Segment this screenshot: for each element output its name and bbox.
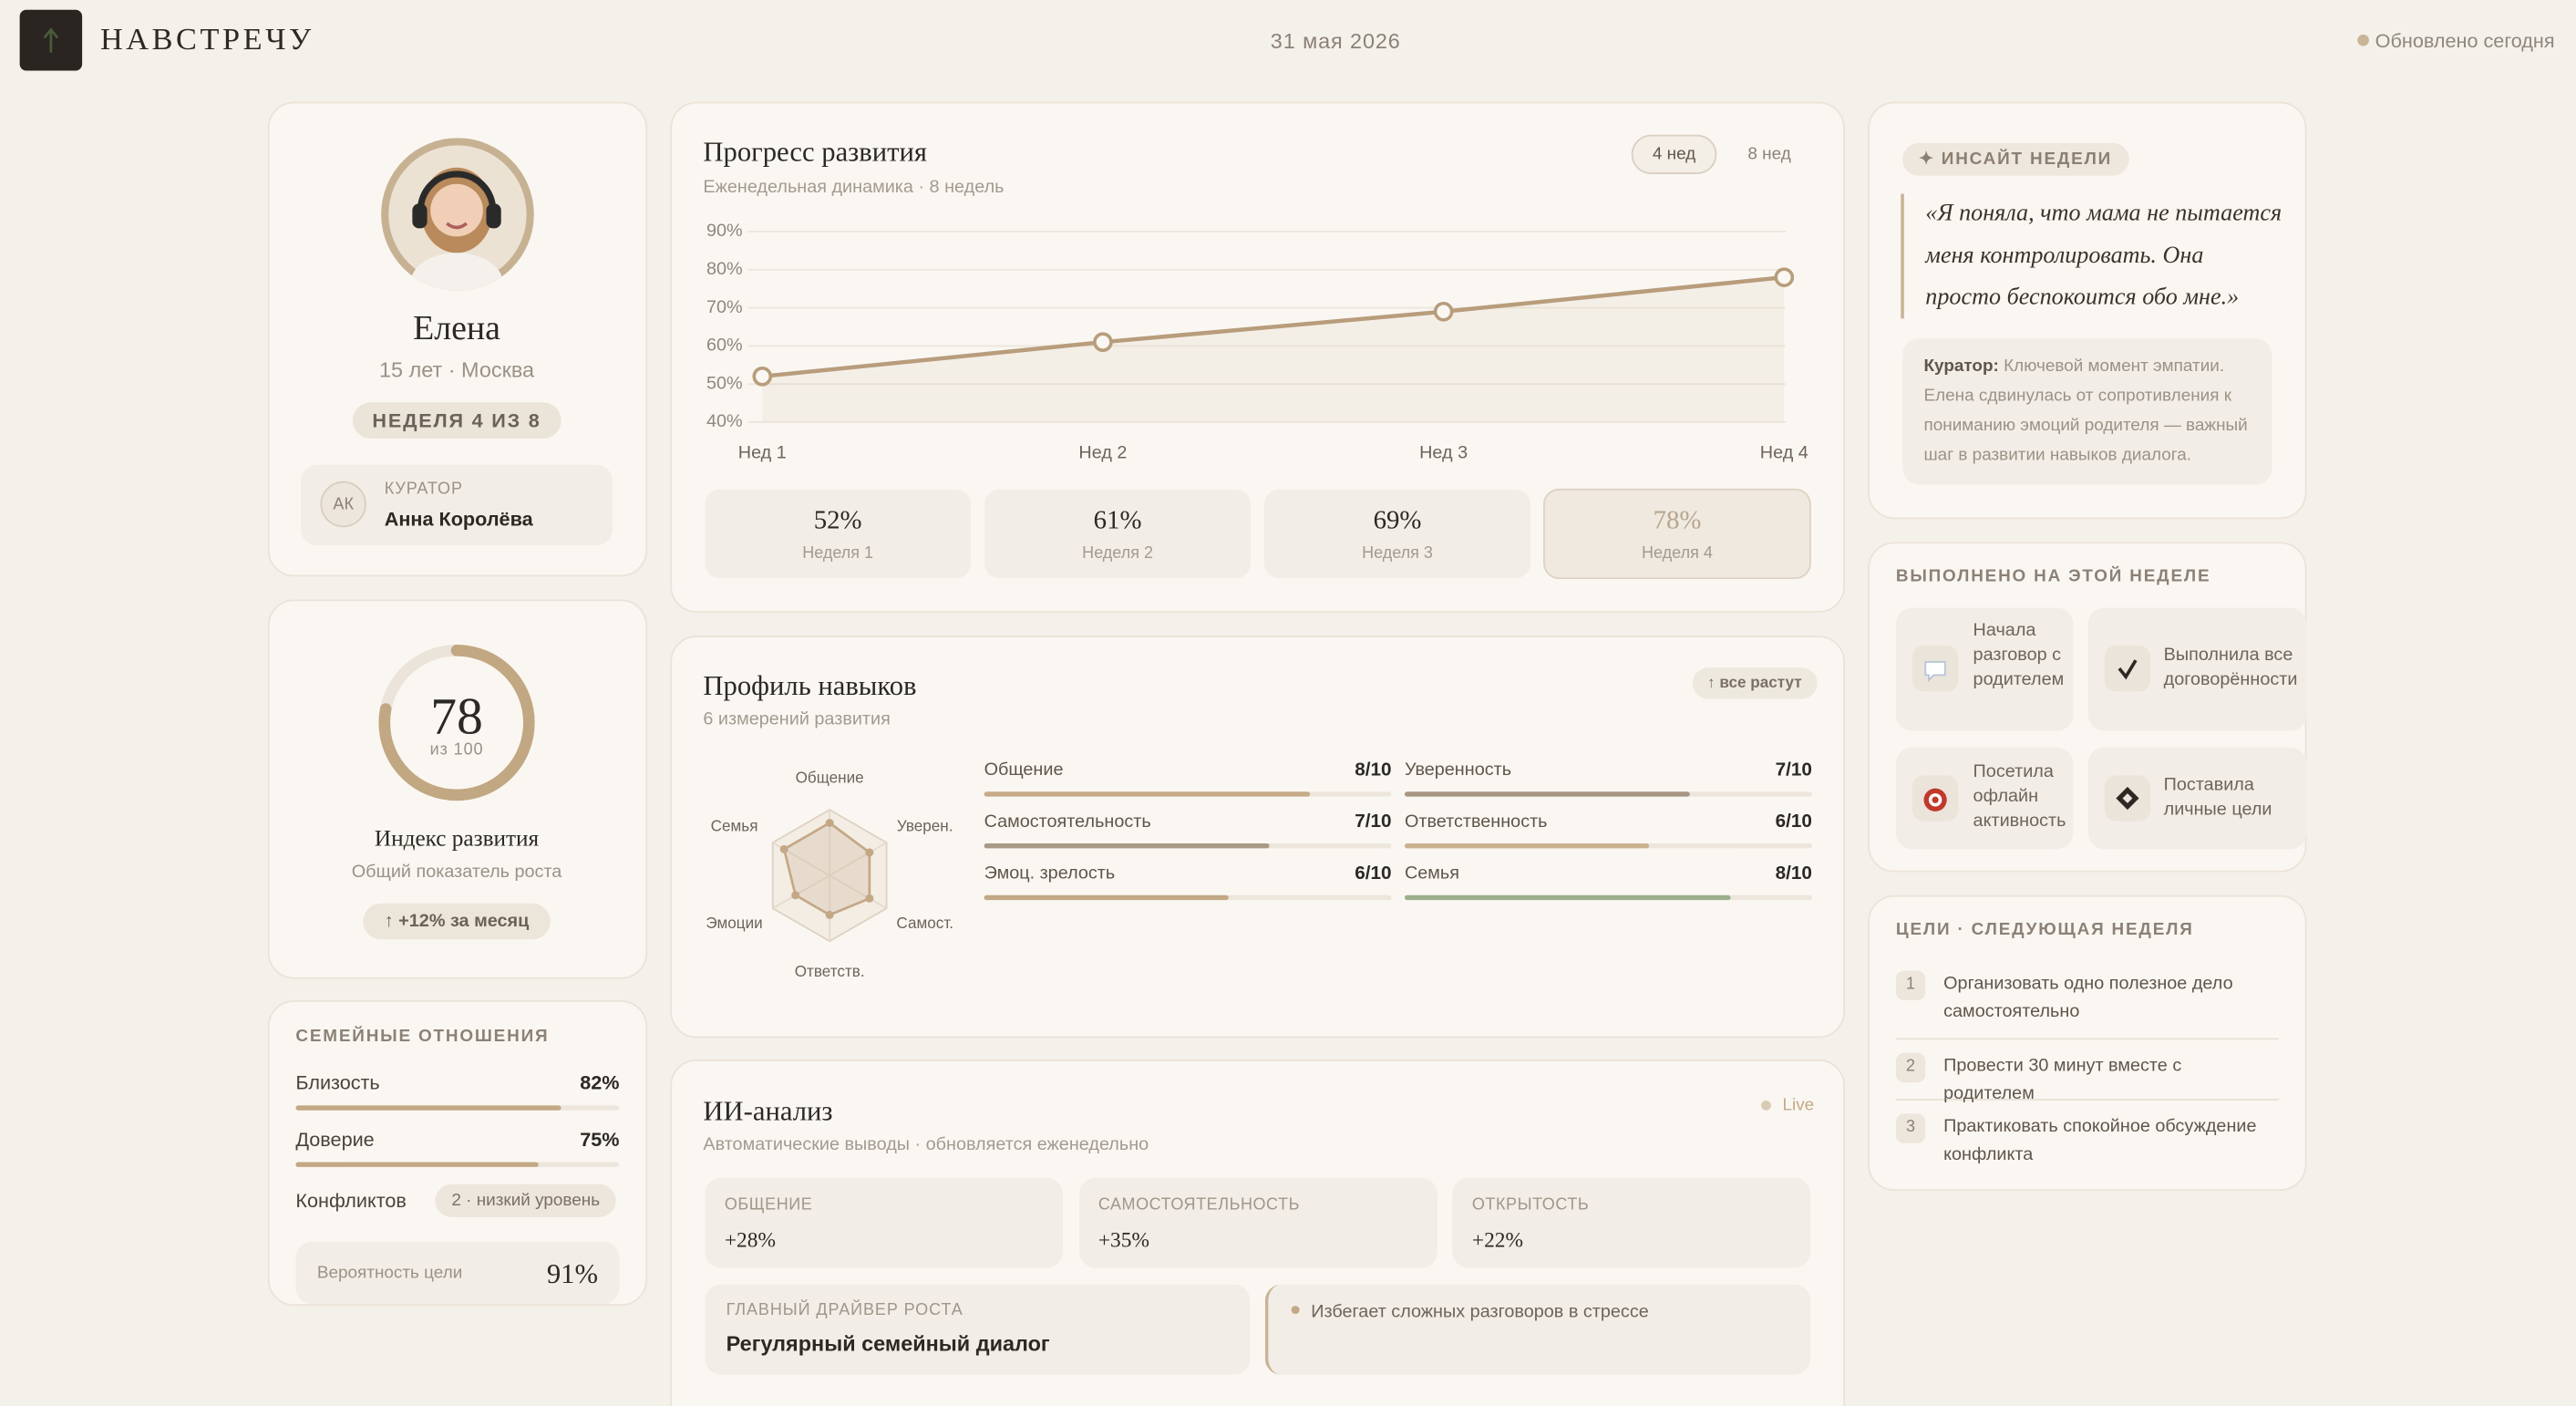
index-title: Индекс развития	[374, 827, 540, 853]
metric-value: +28%	[724, 1226, 776, 1252]
done-text: Начала разговор с родителем	[1973, 620, 2065, 690]
icon-target	[1911, 775, 1959, 822]
status-dot	[2357, 34, 2369, 47]
skills-badge: ↑ все растут	[1692, 667, 1817, 699]
date: 31 мая 2026	[1270, 28, 1401, 54]
driver: Регулярный семейный диалог	[726, 1331, 1050, 1357]
conflicts-pill: 2 · низкий уровень	[435, 1184, 617, 1217]
conflicts-label: Конфликтов	[295, 1189, 407, 1213]
separator	[1895, 1099, 2279, 1101]
goal-box	[295, 1241, 620, 1305]
metric-name: ОТКРЫТОСТЬ	[1471, 1196, 1590, 1215]
index-change: ↑ +12% за месяц	[363, 903, 551, 940]
avatar	[381, 138, 534, 291]
driver-label: ГЛАВНЫЙ ДРАЙВЕР РОСТА	[726, 1301, 963, 1320]
risk-dot	[1291, 1306, 1300, 1315]
toggle-8[interactable]: 8 нед	[1747, 144, 1791, 165]
progress-subtitle: Еженедельная динамика · 8 недель	[703, 177, 1005, 198]
metric-box	[1078, 1177, 1437, 1268]
curator-note-box: Куратор: Ключевой момент эмпатии. Елена …	[1902, 338, 2272, 485]
ai-subtitle: Автоматические выводы · обновляется ежен…	[703, 1134, 1149, 1155]
index-scale: из 100	[429, 741, 484, 760]
brand: НАВСТРЕЧУ	[99, 23, 314, 58]
goal-number: 1	[1895, 970, 1926, 1001]
goal-text: Организовать одно полезное дело самостоя…	[1943, 974, 2233, 1022]
quote: «Я поняла, что мама не пытается меня кон…	[1925, 200, 2282, 311]
risk: Избегает сложных разговоров в стрессе	[1311, 1302, 1649, 1323]
goal-text: Провести 30 минут вместе с родителем	[1943, 1056, 2182, 1104]
curator-name: Анна Королёва	[384, 507, 533, 531]
skills-subtitle: 6 измерений развития	[703, 709, 891, 729]
curator-note-label: Куратор:	[1923, 356, 1999, 377]
icon-diamond	[2104, 775, 2151, 822]
toggle-4[interactable]: 4 нед	[1631, 134, 1717, 174]
curator-note: Ключевой момент эмпатии. Елена сдвинулас…	[1923, 356, 2248, 465]
risk-box	[1264, 1284, 1811, 1375]
progress-title: Прогресс развития	[703, 136, 928, 168]
metric-box	[705, 1177, 1064, 1268]
goals-card	[1868, 894, 2307, 1192]
quote-rule	[1901, 193, 1904, 319]
live-dot	[1761, 1100, 1771, 1111]
skills-title: Профиль навыков	[703, 669, 917, 702]
curator-label: КУРАТОР	[384, 480, 463, 499]
driver-box	[705, 1284, 1251, 1375]
done-item: Посетила офлайн активность	[1895, 747, 2074, 850]
metric-name: ОБЩЕНИЕ	[724, 1196, 813, 1215]
family-title: СЕМЕЙНЫЕ ОТНОШЕНИЯ	[295, 1026, 550, 1047]
index-subtitle: Общий показатель роста	[351, 862, 562, 883]
goal-number: 2	[1895, 1052, 1926, 1083]
index-value: 78	[430, 686, 483, 745]
goal-number: 3	[1895, 1113, 1926, 1143]
done-title: ВЫПОЛНЕНО НА ЭТОЙ НЕДЕЛЕ	[1895, 566, 2211, 587]
insight-badge: ✦ ИНСАЙТ НЕДЕЛИ	[1902, 142, 2129, 176]
done-item: Поставила личные цели	[2087, 747, 2307, 850]
status: Обновлено сегодня	[2375, 29, 2555, 53]
logo	[19, 9, 83, 71]
profile-meta: 15 лет · Москва	[379, 357, 535, 382]
done-item: Выполнила все договорённости	[2087, 607, 2307, 731]
goals-title: ЦЕЛИ · СЛЕДУЮЩАЯ НЕДЕЛЯ	[1895, 919, 2194, 940]
metric-box	[1452, 1177, 1811, 1268]
done-text: Поставила личные цели	[2163, 775, 2272, 820]
icon-check	[2104, 645, 2151, 692]
curator-initials: АК	[320, 481, 366, 528]
goal-text: Практиковать спокойное обсуждение конфли…	[1943, 1116, 2257, 1165]
week-pill: НЕДЕЛЯ 4 ИЗ 8	[352, 402, 562, 439]
ai-title: ИИ-анализ	[703, 1095, 833, 1127]
done-text: Выполнила все договорённости	[2163, 645, 2298, 690]
live: Live	[1782, 1095, 1815, 1116]
profile-name: Елена	[413, 307, 500, 347]
separator	[1895, 1038, 2279, 1040]
metric-name: САМОСТОЯТЕЛЬНОСТЬ	[1097, 1196, 1300, 1215]
done-item: Начала разговор с родителем	[1895, 607, 2074, 731]
done-text: Посетила офлайн активность	[1973, 761, 2066, 832]
goal-value: 91%	[546, 1257, 599, 1290]
metric-value: +22%	[1471, 1226, 1524, 1252]
goal-label: Вероятность цели	[316, 1263, 463, 1283]
icon-chat	[1911, 645, 1959, 692]
metric-value: +35%	[1097, 1226, 1150, 1252]
